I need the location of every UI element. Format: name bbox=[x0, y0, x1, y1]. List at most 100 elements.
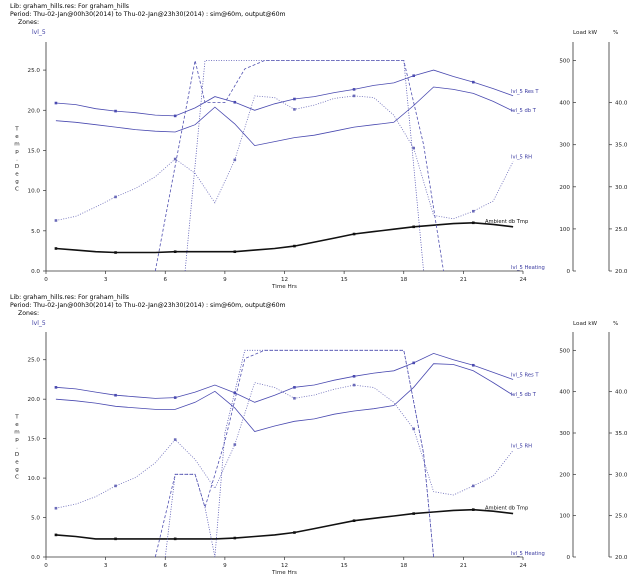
zone-label: lvl_5 bbox=[32, 320, 46, 327]
x-tick-label: 21 bbox=[460, 563, 468, 569]
data-point bbox=[114, 195, 117, 199]
data-point bbox=[233, 443, 237, 446]
data-point bbox=[352, 88, 356, 91]
data-point bbox=[352, 383, 356, 387]
data-point bbox=[293, 108, 296, 111]
data-point bbox=[293, 396, 296, 400]
data-point bbox=[352, 519, 356, 523]
x-tick-label: 6 bbox=[163, 277, 167, 283]
data-point bbox=[173, 157, 177, 161]
zone-label: lvl_5 bbox=[32, 29, 46, 36]
data-point bbox=[293, 386, 296, 389]
x-tick-label: 9 bbox=[223, 563, 227, 569]
x-tick-label: 21 bbox=[460, 277, 468, 283]
data-point bbox=[352, 94, 356, 98]
series-label: lvl_5 Heating bbox=[511, 551, 545, 557]
load-tick-label: 300 bbox=[559, 431, 570, 437]
rh-tick-label: 25.0 bbox=[615, 227, 628, 233]
data-point bbox=[472, 363, 475, 367]
load-tick-label: 200 bbox=[559, 185, 570, 191]
x-axis-label: Time Hrs bbox=[271, 570, 297, 576]
data-point bbox=[114, 537, 117, 541]
data-point bbox=[233, 391, 237, 395]
y-tick-label: 5.0 bbox=[31, 516, 40, 522]
rh-tick-label: 40.0 bbox=[615, 390, 628, 396]
data-point bbox=[114, 484, 117, 488]
x-tick-label: 3 bbox=[104, 563, 108, 569]
series-lvl-5-heating bbox=[154, 60, 444, 272]
load-tick-label: 500 bbox=[559, 59, 570, 65]
y-tick-label: 25.0 bbox=[28, 68, 41, 74]
data-point bbox=[352, 232, 356, 236]
y-tick-label: 10.0 bbox=[28, 189, 41, 195]
data-point bbox=[412, 427, 415, 431]
data-point bbox=[293, 244, 296, 248]
panel2-period: Period: Thu-02-Jan@00h30(2014) to Thu-02… bbox=[10, 302, 286, 309]
data-point bbox=[54, 533, 58, 537]
data-point bbox=[114, 393, 117, 397]
data-point bbox=[472, 484, 475, 488]
chart-1: lvl_5 0 3 6 9 12 15 18 21 24 Time Hrs 0.0 5.0 10.0 15.… bbox=[14, 29, 628, 290]
series-lvl-5-db-t bbox=[55, 363, 514, 432]
y-tick-label: 5.0 bbox=[31, 229, 40, 235]
data-point bbox=[54, 101, 58, 105]
x-tick-label: 15 bbox=[341, 563, 349, 569]
y-tick-label: 0.0 bbox=[31, 555, 40, 561]
rh-tick-label: 40.0 bbox=[615, 101, 628, 107]
series-lvl-5-db-t bbox=[55, 86, 514, 147]
rh-tick-label: 20.0 bbox=[615, 555, 628, 561]
panel1-period: Period: Thu-02-Jan@00h30(2014) to Thu-02… bbox=[10, 11, 286, 18]
series-lvl-5-res-t bbox=[55, 69, 514, 117]
panel2-title: Lib: graham_hills.res: For graham_hills bbox=[10, 294, 130, 301]
x-tick-label: 12 bbox=[281, 563, 288, 569]
x-tick-label: 3 bbox=[104, 277, 108, 283]
x-tick-label: 6 bbox=[163, 563, 167, 569]
rh-tick-label: 35.0 bbox=[615, 143, 628, 149]
data-point bbox=[173, 537, 177, 541]
series-lvl-5-res-t bbox=[55, 352, 514, 403]
panel2-zones-label: Zones: bbox=[18, 310, 40, 317]
load-axis-label: Load kW bbox=[573, 30, 597, 36]
load-tick-label: 0 bbox=[566, 269, 570, 275]
load-tick-label: 200 bbox=[559, 472, 570, 478]
series-label: Ambient db Tmp bbox=[485, 506, 529, 512]
data-point bbox=[173, 396, 177, 399]
data-point bbox=[173, 438, 177, 441]
load-tick-label: 400 bbox=[559, 101, 570, 107]
x-tick-label: 18 bbox=[400, 277, 408, 283]
load-tick-label: 500 bbox=[559, 348, 570, 354]
data-point bbox=[352, 374, 356, 378]
x-tick-label: 18 bbox=[400, 563, 408, 569]
series-label: lvl_5 RH bbox=[511, 155, 532, 161]
x-axis-label: Time Hrs bbox=[271, 284, 297, 290]
y-tick-label: 0.0 bbox=[31, 269, 40, 275]
panel1-zones-label: Zones: bbox=[18, 19, 40, 26]
series-label: lvl_5 Heating bbox=[511, 265, 545, 271]
series-lvl-5-heating bbox=[154, 349, 434, 558]
load-tick-label: 0 bbox=[566, 555, 570, 561]
rh-tick-label: 30.0 bbox=[615, 472, 628, 478]
data-point bbox=[412, 74, 415, 78]
data-point bbox=[293, 531, 296, 534]
y-tick-label: 15.0 bbox=[28, 437, 41, 443]
data-point bbox=[472, 508, 475, 511]
data-point bbox=[412, 146, 415, 150]
chart-2: lvl_5 0 3 6 9 12 15 18 21 24 Time Hrs 0.0 5.0 10.0 15.… bbox=[14, 320, 628, 576]
data-point bbox=[54, 247, 58, 250]
data-point bbox=[412, 361, 415, 365]
y-tick-label: 15.0 bbox=[28, 148, 41, 154]
data-point bbox=[472, 209, 475, 213]
x-tick-label: 15 bbox=[341, 277, 349, 283]
load-tick-label: 100 bbox=[559, 227, 570, 233]
x-tick-label: 0 bbox=[44, 277, 48, 283]
data-point bbox=[412, 225, 415, 229]
data-point bbox=[233, 100, 237, 104]
data-point bbox=[173, 114, 177, 118]
load-axis-label: Load kW bbox=[573, 321, 597, 327]
data-point bbox=[293, 97, 296, 101]
series-label: lvl_5 RH bbox=[511, 443, 532, 449]
y-tick-label: 20.0 bbox=[28, 108, 41, 114]
rh-axis-label: % bbox=[613, 321, 618, 327]
